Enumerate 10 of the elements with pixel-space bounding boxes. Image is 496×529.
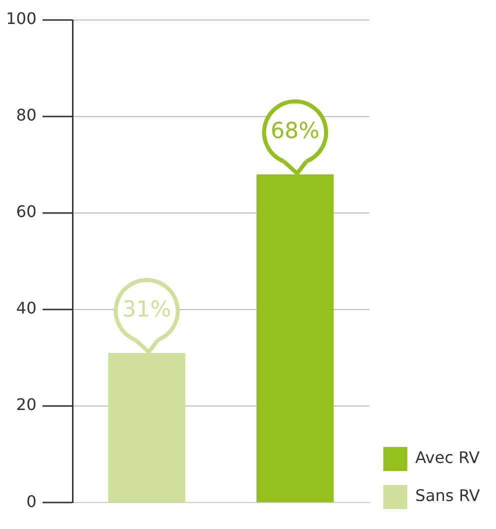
y-tick-label: 80 (16, 106, 37, 125)
y-tick-label: 0 (26, 492, 37, 511)
data-label: 68% (270, 119, 320, 144)
y-tick-label: 20 (16, 395, 37, 414)
legend-label: Avec RV (415, 448, 480, 468)
y-tick-label: 40 (16, 298, 37, 318)
data-label: 31% (122, 298, 172, 323)
legend-label: Sans RV (415, 486, 480, 506)
y-tick-label: 100 (6, 9, 37, 28)
y-tick-label: 60 (16, 202, 37, 222)
